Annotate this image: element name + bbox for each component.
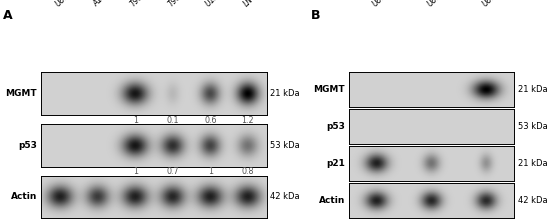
Text: 53 kDa: 53 kDa: [518, 122, 547, 131]
Text: 1: 1: [133, 116, 138, 125]
Text: LN-18: LN-18: [241, 0, 264, 8]
Text: MGMT: MGMT: [6, 89, 37, 98]
Text: 0.7: 0.7: [167, 167, 179, 177]
Text: A: A: [3, 9, 12, 22]
Text: A172: A172: [91, 0, 112, 8]
Text: 21 kDa: 21 kDa: [270, 89, 300, 98]
Text: U87MG: U87MG: [54, 0, 80, 8]
Text: U87/EV: U87/EV: [425, 0, 452, 8]
Text: U87/MGMT: U87/MGMT: [480, 0, 516, 8]
Text: 1: 1: [208, 167, 213, 177]
Text: 42 kDa: 42 kDa: [518, 196, 547, 205]
Text: B: B: [311, 9, 320, 22]
Text: U138: U138: [204, 0, 225, 8]
Text: 21 kDa: 21 kDa: [518, 85, 547, 94]
Text: T98/shRNA: T98/shRNA: [167, 0, 202, 8]
Text: MGMT: MGMT: [314, 85, 345, 94]
Text: 0.8: 0.8: [241, 167, 254, 177]
Text: 21 kDa: 21 kDa: [518, 159, 547, 168]
Text: 0.6: 0.6: [204, 116, 217, 125]
Text: 0.1: 0.1: [167, 116, 179, 125]
Text: U87MG: U87MG: [370, 0, 397, 8]
Text: 1.2: 1.2: [241, 116, 254, 125]
Text: Actin: Actin: [10, 192, 37, 201]
Text: p21: p21: [326, 159, 345, 168]
Text: 42 kDa: 42 kDa: [270, 192, 300, 201]
Text: p53: p53: [18, 141, 37, 150]
Text: p53: p53: [326, 122, 345, 131]
Text: T98/EV: T98/EV: [129, 0, 155, 8]
Text: Actin: Actin: [318, 196, 345, 205]
Text: 53 kDa: 53 kDa: [270, 141, 300, 150]
Text: 1: 1: [133, 167, 138, 177]
